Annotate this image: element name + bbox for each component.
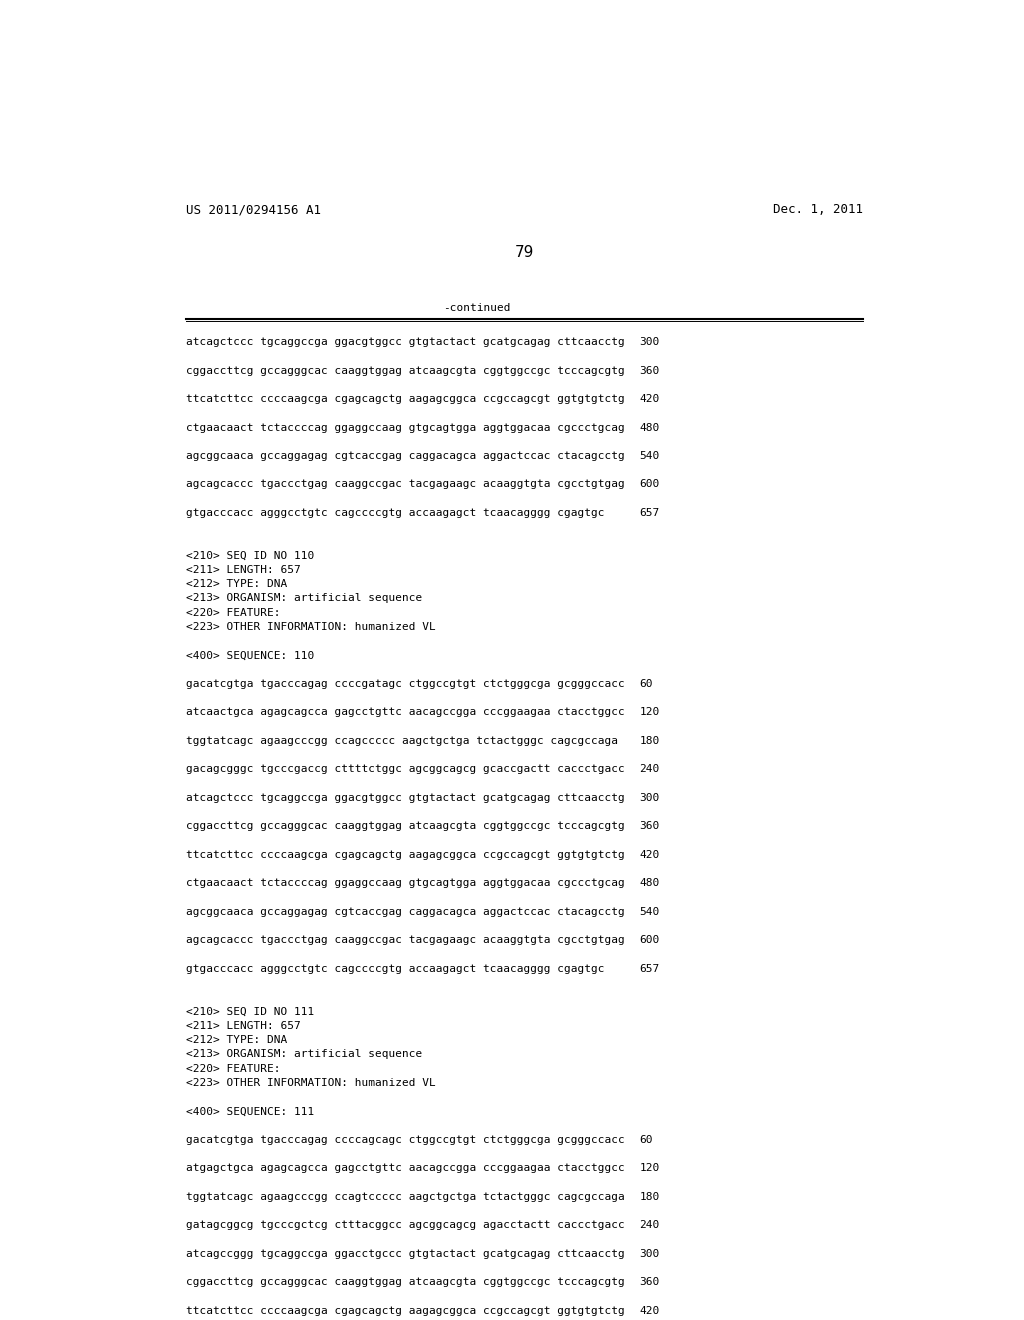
Text: <223> OTHER INFORMATION: humanized VL: <223> OTHER INFORMATION: humanized VL: [186, 622, 436, 632]
Text: 60: 60: [640, 1135, 653, 1144]
Text: tggtatcagc agaagcccgg ccagtccccc aagctgctga tctactgggc cagcgccaga: tggtatcagc agaagcccgg ccagtccccc aagctgc…: [186, 1192, 625, 1201]
Text: agcagcaccc tgaccctgag caaggccgac tacgagaagc acaaggtgta cgcctgtgag: agcagcaccc tgaccctgag caaggccgac tacgaga…: [186, 936, 625, 945]
Text: 240: 240: [640, 1220, 659, 1230]
Text: 600: 600: [640, 479, 659, 490]
Text: ttcatcttcc ccccaagcga cgagcagctg aagagcggca ccgccagcgt ggtgtgtctg: ttcatcttcc ccccaagcga cgagcagctg aagagcg…: [186, 1305, 625, 1316]
Text: <212> TYPE: DNA: <212> TYPE: DNA: [186, 579, 288, 589]
Text: <211> LENGTH: 657: <211> LENGTH: 657: [186, 1020, 301, 1031]
Text: <211> LENGTH: 657: <211> LENGTH: 657: [186, 565, 301, 576]
Text: cggaccttcg gccagggcac caaggtggag atcaagcgta cggtggccgc tcccagcgtg: cggaccttcg gccagggcac caaggtggag atcaagc…: [186, 366, 625, 375]
Text: gacatcgtga tgacccagag ccccgatagc ctggccgtgt ctctgggcga gcgggccacc: gacatcgtga tgacccagag ccccgatagc ctggccg…: [186, 678, 625, 689]
Text: <220> FEATURE:: <220> FEATURE:: [186, 1064, 281, 1073]
Text: 420: 420: [640, 395, 659, 404]
Text: 360: 360: [640, 1278, 659, 1287]
Text: <210> SEQ ID NO 111: <210> SEQ ID NO 111: [186, 1007, 314, 1016]
Text: 120: 120: [640, 1163, 659, 1173]
Text: atcagctccc tgcaggccga ggacgtggcc gtgtactact gcatgcagag cttcaacctg: atcagctccc tgcaggccga ggacgtggcc gtgtact…: [186, 337, 625, 347]
Text: agcagcaccc tgaccctgag caaggccgac tacgagaagc acaaggtgta cgcctgtgag: agcagcaccc tgaccctgag caaggccgac tacgaga…: [186, 479, 625, 490]
Text: 420: 420: [640, 850, 659, 859]
Text: 657: 657: [640, 964, 659, 974]
Text: atcagccggg tgcaggccga ggacctgccc gtgtactact gcatgcagag cttcaacctg: atcagccggg tgcaggccga ggacctgccc gtgtact…: [186, 1249, 625, 1259]
Text: gtgacccacc agggcctgtc cagccccgtg accaagagct tcaacagggg cgagtgc: gtgacccacc agggcctgtc cagccccgtg accaaga…: [186, 508, 604, 517]
Text: atcagctccc tgcaggccga ggacgtggcc gtgtactact gcatgcagag cttcaacctg: atcagctccc tgcaggccga ggacgtggcc gtgtact…: [186, 793, 625, 803]
Text: US 2011/0294156 A1: US 2011/0294156 A1: [186, 203, 322, 216]
Text: 180: 180: [640, 737, 659, 746]
Text: Dec. 1, 2011: Dec. 1, 2011: [773, 203, 863, 216]
Text: 120: 120: [640, 708, 659, 717]
Text: gtgacccacc agggcctgtc cagccccgtg accaagagct tcaacagggg cgagtgc: gtgacccacc agggcctgtc cagccccgtg accaaga…: [186, 964, 604, 974]
Text: <400> SEQUENCE: 111: <400> SEQUENCE: 111: [186, 1106, 314, 1117]
Text: atgagctgca agagcagcca gagcctgttc aacagccgga cccggaagaa ctacctggcc: atgagctgca agagcagcca gagcctgttc aacagcc…: [186, 1163, 625, 1173]
Text: 300: 300: [640, 793, 659, 803]
Text: 79: 79: [515, 244, 535, 260]
Text: <220> FEATURE:: <220> FEATURE:: [186, 607, 281, 618]
Text: ttcatcttcc ccccaagcga cgagcagctg aagagcggca ccgccagcgt ggtgtgtctg: ttcatcttcc ccccaagcga cgagcagctg aagagcg…: [186, 395, 625, 404]
Text: gacagcgggc tgcccgaccg cttttctggc agcggcagcg gcaccgactt caccctgacc: gacagcgggc tgcccgaccg cttttctggc agcggca…: [186, 764, 625, 775]
Text: ctgaacaact tctaccccag ggaggccaag gtgcagtgga aggtggacaa cgccctgcag: ctgaacaact tctaccccag ggaggccaag gtgcagt…: [186, 422, 625, 433]
Text: <213> ORGANISM: artificial sequence: <213> ORGANISM: artificial sequence: [186, 594, 422, 603]
Text: 480: 480: [640, 422, 659, 433]
Text: -continued: -continued: [443, 304, 511, 313]
Text: ttcatcttcc ccccaagcga cgagcagctg aagagcggca ccgccagcgt ggtgtgtctg: ttcatcttcc ccccaagcga cgagcagctg aagagcg…: [186, 850, 625, 859]
Text: agcggcaaca gccaggagag cgtcaccgag caggacagca aggactccac ctacagcctg: agcggcaaca gccaggagag cgtcaccgag caggaca…: [186, 907, 625, 917]
Text: 360: 360: [640, 821, 659, 832]
Text: gacatcgtga tgacccagag ccccagcagc ctggccgtgt ctctgggcga gcgggccacc: gacatcgtga tgacccagag ccccagcagc ctggccg…: [186, 1135, 625, 1144]
Text: cggaccttcg gccagggcac caaggtggag atcaagcgta cggtggccgc tcccagcgtg: cggaccttcg gccagggcac caaggtggag atcaagc…: [186, 821, 625, 832]
Text: atcaactgca agagcagcca gagcctgttc aacagccgga cccggaagaa ctacctggcc: atcaactgca agagcagcca gagcctgttc aacagcc…: [186, 708, 625, 717]
Text: 420: 420: [640, 1305, 659, 1316]
Text: agcggcaaca gccaggagag cgtcaccgag caggacagca aggactccac ctacagcctg: agcggcaaca gccaggagag cgtcaccgag caggaca…: [186, 451, 625, 461]
Text: gatagcggcg tgcccgctcg ctttacggcc agcggcagcg agacctactt caccctgacc: gatagcggcg tgcccgctcg ctttacggcc agcggca…: [186, 1220, 625, 1230]
Text: 240: 240: [640, 764, 659, 775]
Text: cggaccttcg gccagggcac caaggtggag atcaagcgta cggtggccgc tcccagcgtg: cggaccttcg gccagggcac caaggtggag atcaagc…: [186, 1278, 625, 1287]
Text: 300: 300: [640, 337, 659, 347]
Text: ctgaacaact tctaccccag ggaggccaag gtgcagtgga aggtggacaa cgccctgcag: ctgaacaact tctaccccag ggaggccaag gtgcagt…: [186, 878, 625, 888]
Text: <400> SEQUENCE: 110: <400> SEQUENCE: 110: [186, 651, 314, 660]
Text: tggtatcagc agaagcccgg ccagccccc aagctgctga tctactgggc cagcgccaga: tggtatcagc agaagcccgg ccagccccc aagctgct…: [186, 737, 618, 746]
Text: 300: 300: [640, 1249, 659, 1259]
Text: 540: 540: [640, 907, 659, 917]
Text: 60: 60: [640, 678, 653, 689]
Text: 600: 600: [640, 936, 659, 945]
Text: <223> OTHER INFORMATION: humanized VL: <223> OTHER INFORMATION: humanized VL: [186, 1077, 436, 1088]
Text: 657: 657: [640, 508, 659, 517]
Text: 360: 360: [640, 366, 659, 375]
Text: 180: 180: [640, 1192, 659, 1201]
Text: <210> SEQ ID NO 110: <210> SEQ ID NO 110: [186, 550, 314, 561]
Text: 480: 480: [640, 878, 659, 888]
Text: <212> TYPE: DNA: <212> TYPE: DNA: [186, 1035, 288, 1045]
Text: <213> ORGANISM: artificial sequence: <213> ORGANISM: artificial sequence: [186, 1049, 422, 1059]
Text: 540: 540: [640, 451, 659, 461]
